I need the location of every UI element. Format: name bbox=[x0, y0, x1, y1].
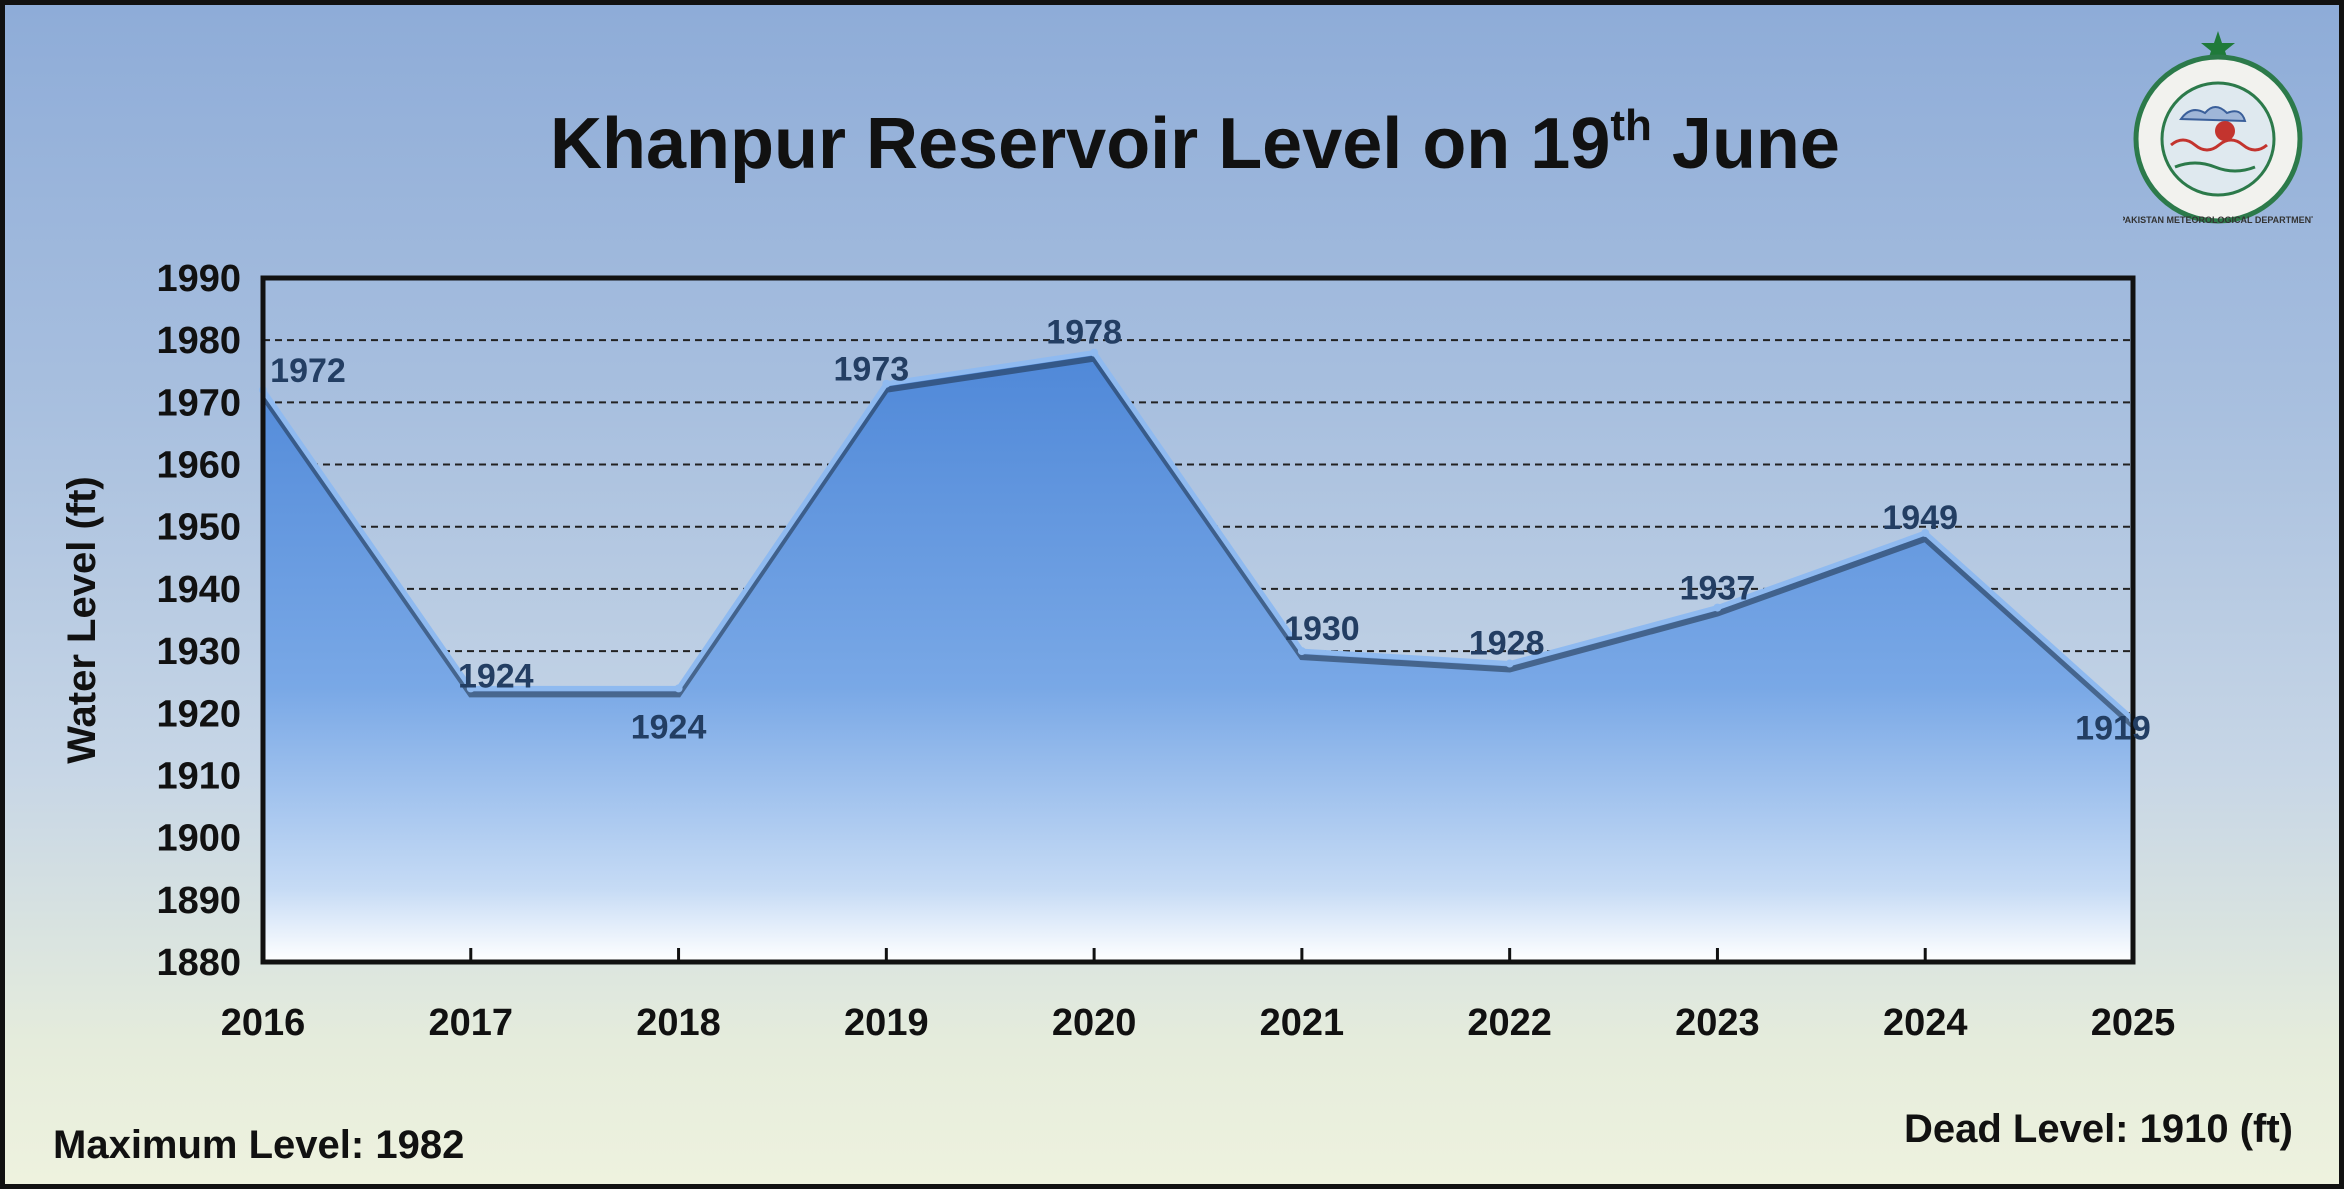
x-tick-label-2024: 2024 bbox=[1883, 1002, 1968, 1044]
data-label-2023: 1937 bbox=[1680, 570, 1756, 608]
data-point-2017 bbox=[466, 684, 475, 693]
x-tick-label-2020: 2020 bbox=[1052, 1002, 1137, 1044]
y-axis-title: Water Level (ft) bbox=[60, 476, 104, 763]
data-point-2023 bbox=[1713, 603, 1722, 612]
data-point-2019 bbox=[882, 379, 891, 388]
data-point-2018 bbox=[674, 684, 683, 693]
x-tick-label-2023: 2023 bbox=[1675, 1002, 1760, 1044]
y-tick-label-1890: 1890 bbox=[156, 880, 241, 922]
data-label-2022: 1928 bbox=[1469, 625, 1545, 663]
y-tick-label-1880: 1880 bbox=[156, 942, 241, 984]
y-tick-label-1970: 1970 bbox=[156, 382, 241, 424]
y-tick-label-1910: 1910 bbox=[156, 755, 241, 797]
y-tick-label-1940: 1940 bbox=[156, 569, 241, 611]
data-label-2019: 1973 bbox=[834, 351, 910, 389]
y-tick-label-1980: 1980 bbox=[156, 320, 241, 362]
logo-ring-text: PAKISTAN METEOROLOGICAL DEPARTMENT bbox=[2123, 215, 2313, 225]
y-tick-label-1990: 1990 bbox=[156, 258, 241, 300]
data-point-2024 bbox=[1921, 528, 1930, 537]
x-tick-label-2025: 2025 bbox=[2091, 1002, 2176, 1044]
plot-area-border bbox=[260, 275, 2136, 965]
data-label-2016: 1972 bbox=[270, 352, 346, 390]
data-label-2021: 1930 bbox=[1284, 610, 1360, 648]
chart-title-sup: th bbox=[1610, 101, 1652, 150]
data-label-2017: 1924 bbox=[458, 657, 534, 695]
data-label-2025: 1919 bbox=[2075, 709, 2151, 747]
y-axis-ticks: 1880 1890 1900 1910 1920 1930 1940 1950 1960 1970… bbox=[156, 258, 241, 984]
x-tick-label-2019: 2019 bbox=[844, 1002, 929, 1044]
x-tick-label-2018: 2018 bbox=[636, 1002, 721, 1044]
pmd-logo-icon: PAKISTAN METEOROLOGICAL DEPARTMENT bbox=[2123, 31, 2313, 225]
data-point-2021 bbox=[1297, 647, 1306, 656]
x-tick-label-2021: 2021 bbox=[1260, 1002, 1345, 1044]
x-tick-label-2016: 2016 bbox=[221, 1002, 306, 1044]
area-edge-line bbox=[260, 349, 2135, 722]
dead-level-note: Dead Level: 1910 (ft) bbox=[1903, 1107, 2293, 1151]
x-tick-label-2017: 2017 bbox=[429, 1002, 514, 1044]
x-tick-label-2022: 2022 bbox=[1467, 1002, 1552, 1044]
area-fill bbox=[263, 352, 2133, 963]
x-axis-ticks: 2016 2017 2018 2019 2020 2021 2022 2023 2024 2025 bbox=[221, 948, 2176, 1044]
y-tick-label-1950: 1950 bbox=[156, 507, 241, 549]
data-label-2020: 1978 bbox=[1046, 314, 1122, 352]
star-icon bbox=[2201, 31, 2235, 63]
data-point-2022 bbox=[1505, 659, 1514, 668]
data-label-2018: 1924 bbox=[631, 708, 707, 746]
plot-border bbox=[260, 275, 2136, 965]
data-point-2020 bbox=[1090, 348, 1099, 357]
maximum-level-note: Maximum Level: 1982 bbox=[53, 1123, 465, 1167]
chart-title-main: Khanpur Reservoir Level on 19 bbox=[550, 104, 1610, 184]
y-tick-label-1930: 1930 bbox=[156, 631, 241, 673]
area-edge-shadow bbox=[260, 355, 2136, 728]
y-tick-label-1920: 1920 bbox=[156, 693, 241, 735]
data-labels: 1972 1924 1924 1973 1978 1930 1928 1937 1949 1919 bbox=[270, 314, 2151, 748]
y-tick-label-1900: 1900 bbox=[156, 818, 241, 860]
chart-title: Khanpur Reservoir Level on 19th June bbox=[550, 101, 1840, 184]
area-series bbox=[259, 348, 2137, 963]
chart: Khanpur Reservoir Level on 19th June 188… bbox=[60, 101, 2176, 1044]
chart-title-end: June bbox=[1652, 104, 1840, 184]
data-label-2024: 1949 bbox=[1882, 499, 1958, 537]
y-tick-label-1960: 1960 bbox=[156, 445, 241, 487]
